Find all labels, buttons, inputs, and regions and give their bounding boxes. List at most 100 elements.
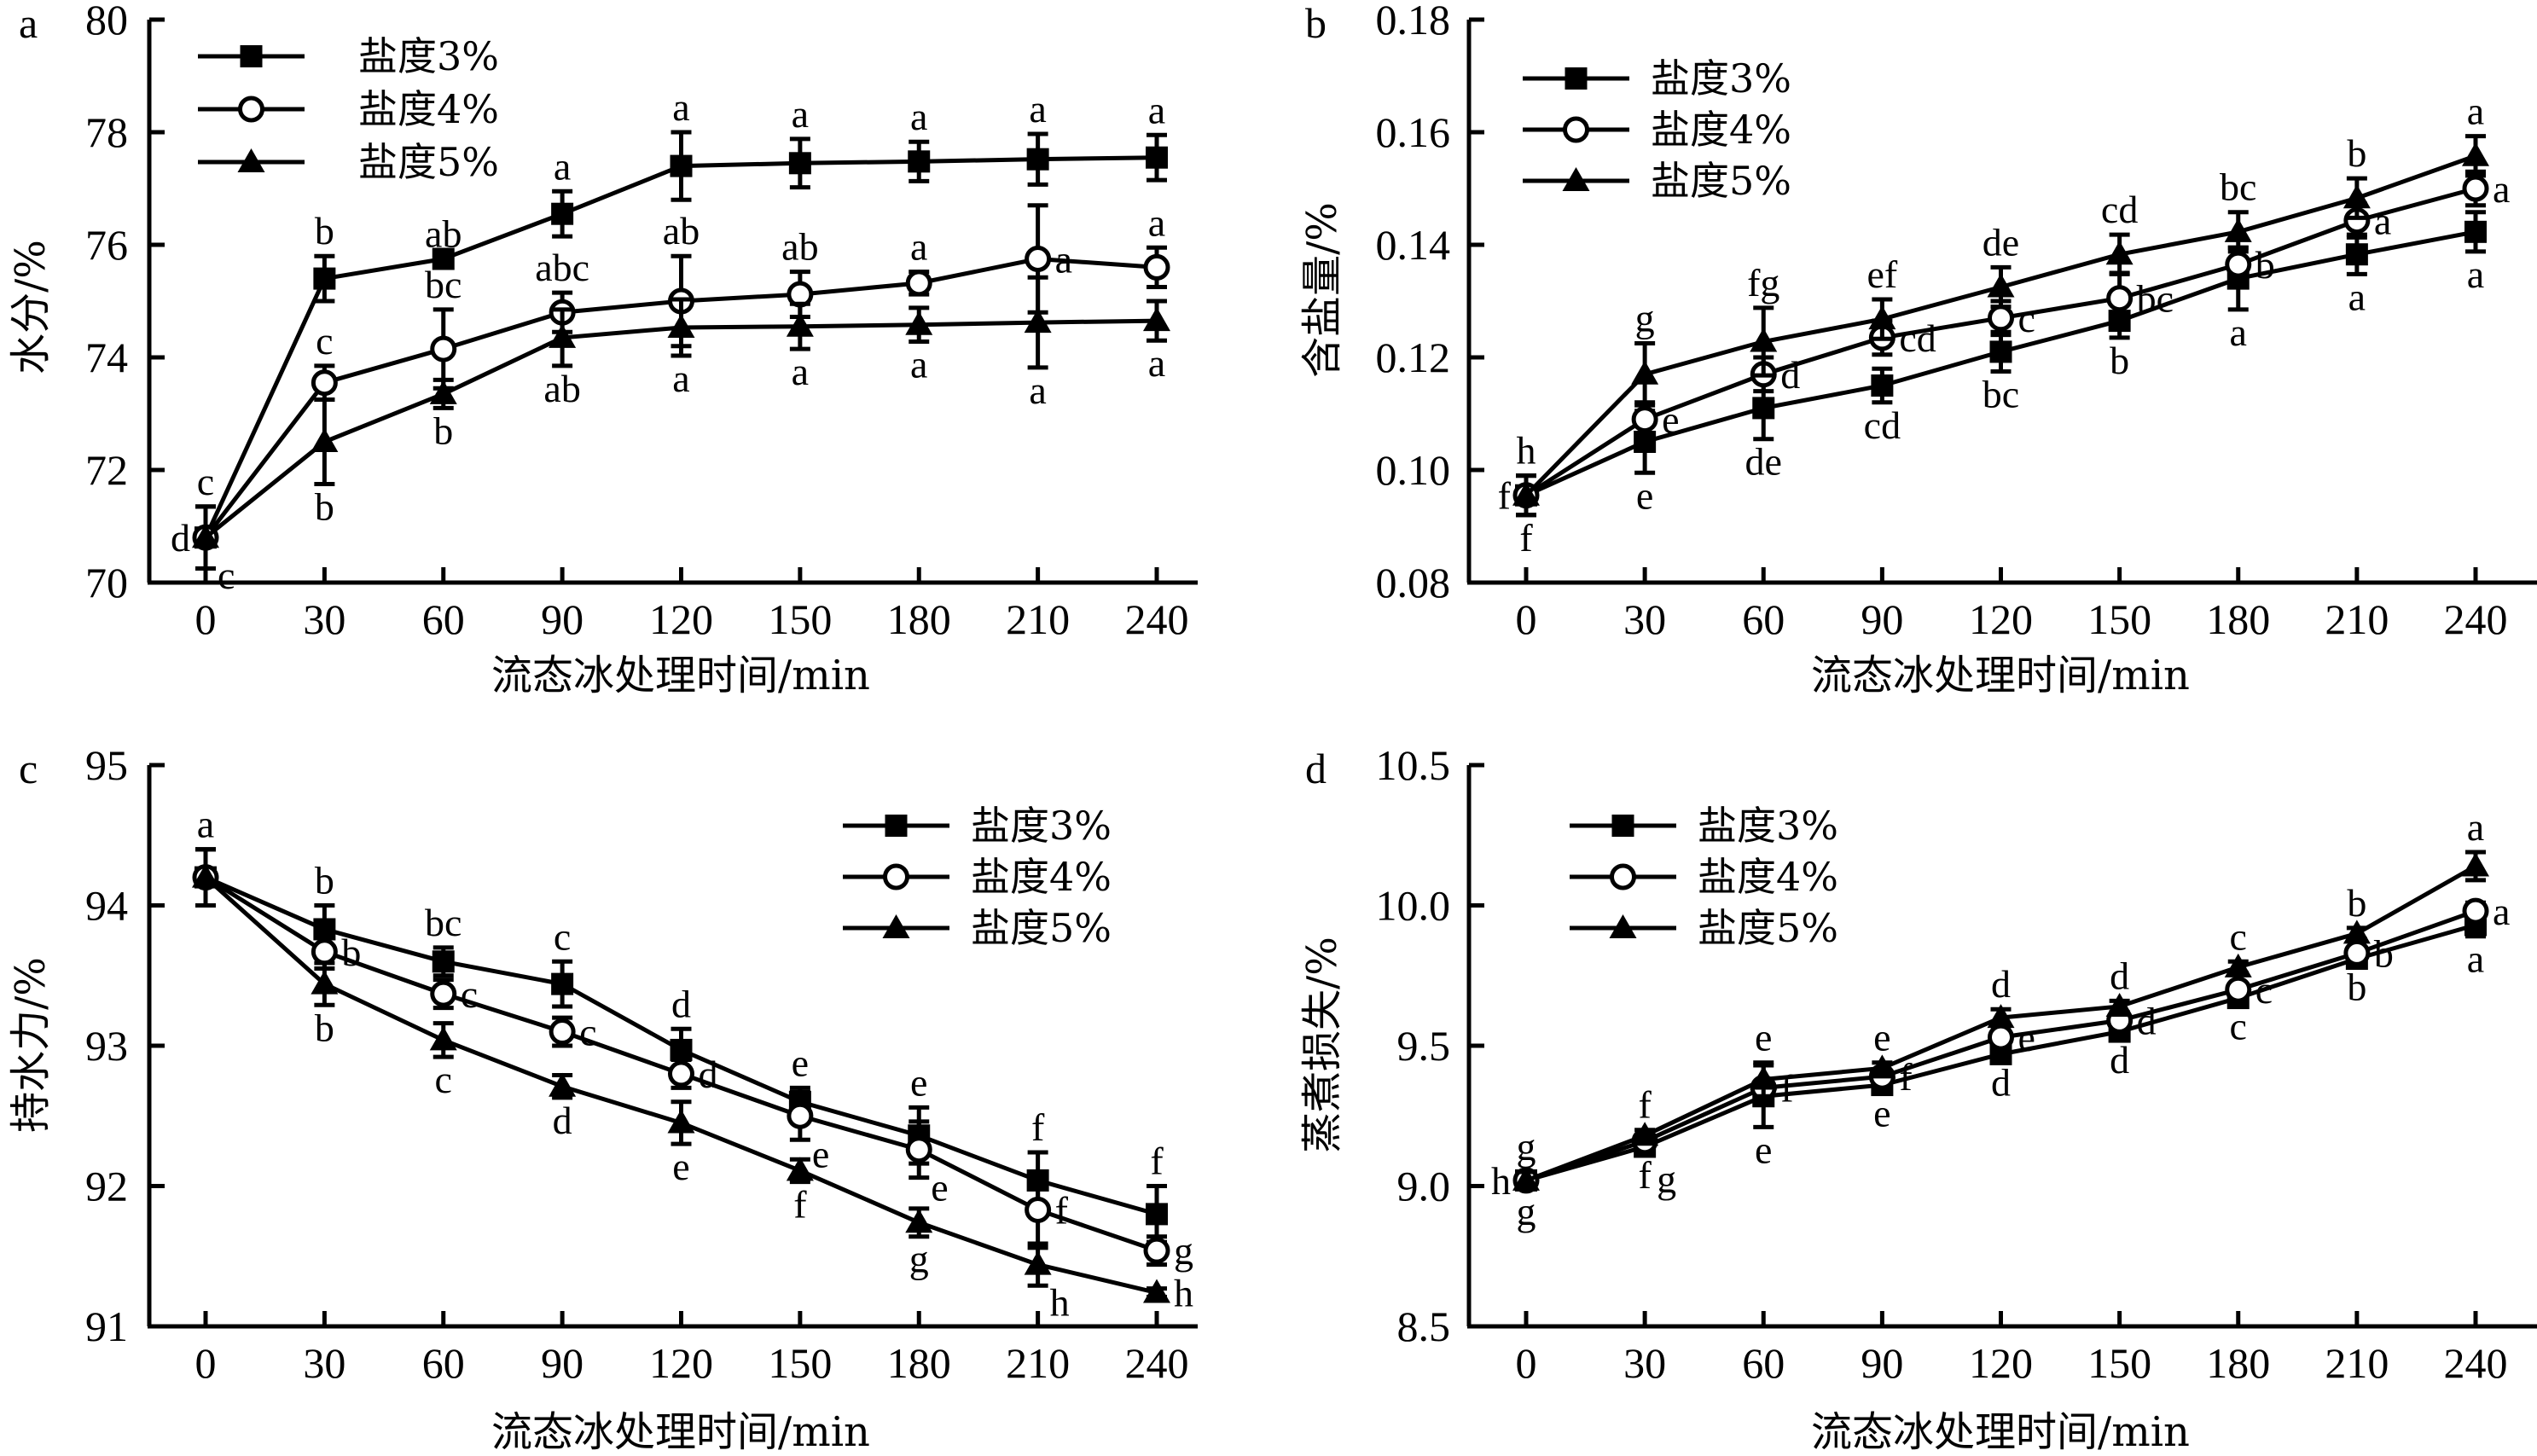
- data-point: [2462, 897, 2489, 925]
- significance-letter: cd: [1864, 403, 1901, 447]
- legend-marker-icon: [1611, 815, 1634, 837]
- significance-letter: bc: [2220, 165, 2256, 209]
- legend-marker-icon: [1563, 116, 1589, 143]
- significance-letter: e: [672, 1145, 689, 1188]
- significance-letter: a: [1029, 368, 1046, 412]
- x-tick-label: 240: [1125, 1339, 1189, 1387]
- y-tick-label: 93: [85, 1022, 128, 1070]
- significance-letter: a: [2348, 275, 2366, 318]
- y-axis-title-b: 含盐量/%: [1298, 202, 1346, 378]
- data-point: [787, 1102, 814, 1129]
- data-point: [1631, 1122, 1659, 1146]
- x-tick-label: 180: [887, 595, 951, 643]
- significance-letter: a: [1148, 341, 1165, 385]
- panel-c-water-holding-chart: c 持水力/% 流态冰处理时间/min 91 92 93 94 95 0 30 60 90 120…: [7, 741, 1198, 1456]
- significance-letter: b: [315, 1006, 334, 1049]
- data-point: [1024, 1250, 1052, 1275]
- x-tick-label: 60: [422, 1339, 465, 1387]
- legend-item: 盐度3%: [1523, 55, 1791, 102]
- legend-marker-icon: [885, 815, 908, 837]
- x-tick-label: 90: [541, 595, 583, 643]
- data-point: [1868, 305, 1896, 330]
- data-point: [1988, 1024, 2014, 1051]
- data-point: [2224, 953, 2252, 977]
- significance-letter: ab: [663, 209, 700, 252]
- data-point: [667, 314, 695, 339]
- y-tick-label: 74: [85, 334, 128, 381]
- x-tick-label: 60: [1742, 595, 1785, 643]
- x-tick-label: 210: [2325, 1339, 2389, 1387]
- legend-label: 盐度5%: [358, 139, 499, 185]
- significance-letter: c: [461, 972, 478, 1016]
- x-axis-title-d: 流态冰处理时间/min: [1811, 1408, 2190, 1456]
- y-tick-label: 0.10: [1376, 446, 1451, 494]
- data-point: [670, 1038, 693, 1061]
- significance-letter: de: [1983, 220, 2019, 264]
- data-point: [429, 380, 457, 404]
- data-point: [2343, 939, 2371, 966]
- x-tick-label: 180: [2206, 595, 2270, 643]
- significance-letter: c: [2230, 914, 2247, 958]
- x-tick-label: 210: [1006, 1339, 1070, 1387]
- significance-letter: e: [812, 1132, 829, 1175]
- significance-letter: h: [1174, 1272, 1193, 1315]
- legend-item: 盐度4%: [1523, 107, 1791, 153]
- significance-letter: c: [218, 554, 235, 597]
- significance-letter: ef: [1867, 252, 1898, 296]
- significance-letter: de: [1745, 440, 1782, 484]
- significance-letter: b: [315, 209, 334, 252]
- data-point: [2345, 243, 2368, 266]
- data-point: [2462, 175, 2489, 202]
- y-tick-label: 94: [85, 882, 128, 930]
- x-tick-label: 30: [1623, 595, 1666, 643]
- data-point: [2105, 992, 2134, 1017]
- x-tick-label: 120: [1969, 595, 2033, 643]
- x-tick-label: 210: [1006, 595, 1070, 643]
- significance-letter: a: [554, 144, 571, 188]
- y-tick-label: 0.08: [1376, 559, 1451, 606]
- data-point: [549, 1072, 577, 1097]
- legend-label: 盐度3%: [1698, 803, 1838, 849]
- significance-letter: e: [1662, 398, 1679, 442]
- significance-letter: b: [315, 485, 334, 529]
- data-point: [1752, 397, 1775, 420]
- y-tick-label: 0.16: [1376, 108, 1451, 156]
- x-tick-label: 0: [1516, 1339, 1537, 1387]
- legend-marker-icon: [1565, 67, 1588, 90]
- data-point: [1988, 305, 2014, 332]
- significance-letter: a: [1029, 87, 1046, 131]
- significance-letter: c: [197, 460, 214, 503]
- x-tick-label: 90: [1861, 595, 1903, 643]
- y-tick-label: 78: [85, 108, 128, 156]
- significance-letter: d: [1780, 353, 1800, 397]
- y-tick-label: 10.0: [1376, 882, 1451, 930]
- significance-letter: a: [2467, 252, 2484, 296]
- significance-letter: cd: [2101, 188, 2138, 231]
- significance-letter: cd: [1899, 316, 1936, 360]
- significance-letter: b: [433, 409, 453, 452]
- y-tick-label: 0.12: [1376, 334, 1451, 381]
- x-tick-label: 30: [1623, 1339, 1666, 1387]
- significance-letter: e: [1636, 473, 1653, 517]
- legend-item: 盐度5%: [198, 139, 499, 185]
- y-tick-label: 8.5: [1397, 1302, 1451, 1350]
- significance-letter: a: [2467, 90, 2484, 133]
- significance-letter: b: [2347, 131, 2366, 175]
- x-tick-label: 90: [1861, 1339, 1903, 1387]
- data-point: [908, 150, 931, 173]
- data-point: [2462, 852, 2489, 877]
- legend-marker-icon: [1609, 914, 1637, 938]
- significance-letter: e: [931, 1166, 948, 1209]
- legend-marker-icon: [882, 914, 910, 938]
- data-point: [668, 1060, 694, 1088]
- x-tick-label: 150: [2087, 1339, 2151, 1387]
- data-point: [432, 950, 455, 973]
- legend-item: 盐度5%: [1523, 158, 1791, 204]
- legend-marker-icon: [1562, 167, 1590, 191]
- data-point: [1750, 1065, 1778, 1090]
- data-point: [2105, 241, 2134, 265]
- significance-letter: f: [1519, 516, 1533, 560]
